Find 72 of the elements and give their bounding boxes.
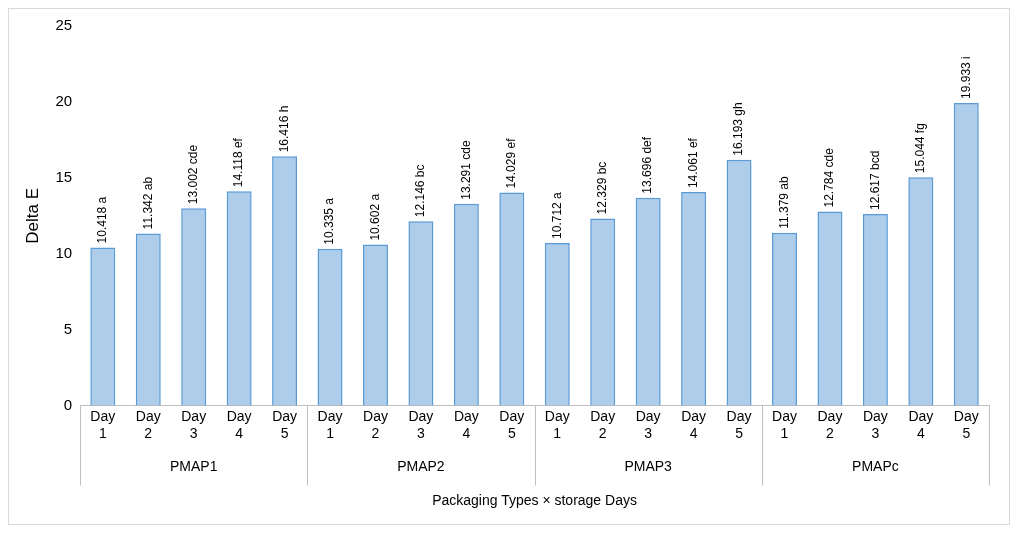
x-tick-label: Day 1	[317, 407, 343, 441]
data-label: 13.696 def	[640, 136, 655, 194]
bar	[544, 242, 570, 406]
x-tick-label: Day 4	[226, 407, 252, 441]
bar	[135, 233, 161, 406]
text: PMAP2	[397, 458, 445, 475]
text: PMAPc	[852, 458, 899, 475]
x-tick-label: Day 2	[817, 407, 843, 441]
data-label: 16.416 h	[276, 105, 291, 153]
x-tick-label: Day 3	[181, 407, 207, 441]
data-label: 13.291 cde	[458, 140, 473, 200]
bar	[408, 221, 434, 406]
y-tick-label: 20	[55, 92, 73, 110]
data-label: 10.712 a	[549, 191, 564, 239]
bar	[453, 203, 479, 406]
x-tick-label: Day 3	[408, 407, 434, 441]
x-tick-label: Day 3	[635, 407, 661, 441]
bar	[726, 159, 752, 406]
x-tick-label: Day 4	[453, 407, 479, 441]
y-axis-title: Delta E	[22, 187, 42, 244]
bar	[862, 214, 888, 406]
y-tick-label: 0	[63, 395, 73, 413]
x-tick-label: Day 2	[363, 407, 388, 441]
bar	[953, 102, 979, 406]
bar	[499, 192, 525, 406]
data-label: 10.418 a	[95, 196, 110, 244]
data-label: 15.044 fg	[913, 123, 928, 174]
data-label: 11.379 ab	[776, 176, 791, 229]
x-tick-label: Day 1	[772, 407, 797, 441]
data-label: 14.061 ef	[685, 137, 700, 189]
x-tick-label: Day 1	[90, 407, 116, 441]
data-label: 11.342 ab	[140, 176, 155, 230]
bar	[635, 197, 661, 406]
data-label: 12.784 cde	[822, 147, 837, 208]
x-tick-label: Day 4	[908, 407, 934, 441]
data-label: 13.002 cde	[186, 144, 201, 205]
bar	[908, 177, 934, 406]
bar	[317, 248, 343, 406]
x-tick-label: Day 5	[499, 407, 525, 441]
bar	[681, 192, 707, 406]
text: PMAP3	[624, 458, 673, 475]
x-tick-label: Day 5	[953, 407, 979, 441]
data-label: 10.335 a	[322, 197, 337, 245]
data-label: 10.602 a	[367, 193, 382, 241]
bar	[90, 247, 116, 406]
x-tick-label: Day 2	[135, 407, 161, 441]
y-tick-label: 5	[63, 319, 73, 337]
data-label: 12.617 bcd	[867, 150, 882, 211]
data-label: 12.146 bc	[413, 164, 428, 218]
bar	[272, 156, 298, 406]
data-label: 19.933 i	[958, 56, 973, 99]
data-label: 12.329 bc	[595, 161, 610, 215]
data-label: 14.118 ef	[231, 137, 246, 188]
bar	[181, 208, 207, 406]
x-tick-label: Day 2	[590, 407, 616, 441]
x-tick-label: Day 1	[544, 407, 570, 441]
data-label: 16.193 gh	[731, 102, 746, 156]
x-tick-label: Day 3	[862, 407, 888, 441]
bar	[362, 244, 388, 406]
x-tick-label: Day 5	[272, 407, 298, 441]
data-label: 14.029 ef	[504, 137, 519, 189]
bar	[590, 218, 616, 406]
y-tick-label: 10	[55, 243, 73, 261]
bar	[772, 232, 797, 406]
text: PMAP1	[169, 458, 218, 475]
y-tick-label: 25	[55, 16, 73, 34]
x-tick-label: Day 4	[681, 407, 707, 441]
x-axis-title: Packaging Types × storage Days	[432, 492, 637, 509]
y-tick-label: 15	[55, 167, 73, 185]
bar	[817, 211, 843, 406]
bar	[226, 191, 252, 406]
x-tick-label: Day 5	[726, 407, 752, 441]
